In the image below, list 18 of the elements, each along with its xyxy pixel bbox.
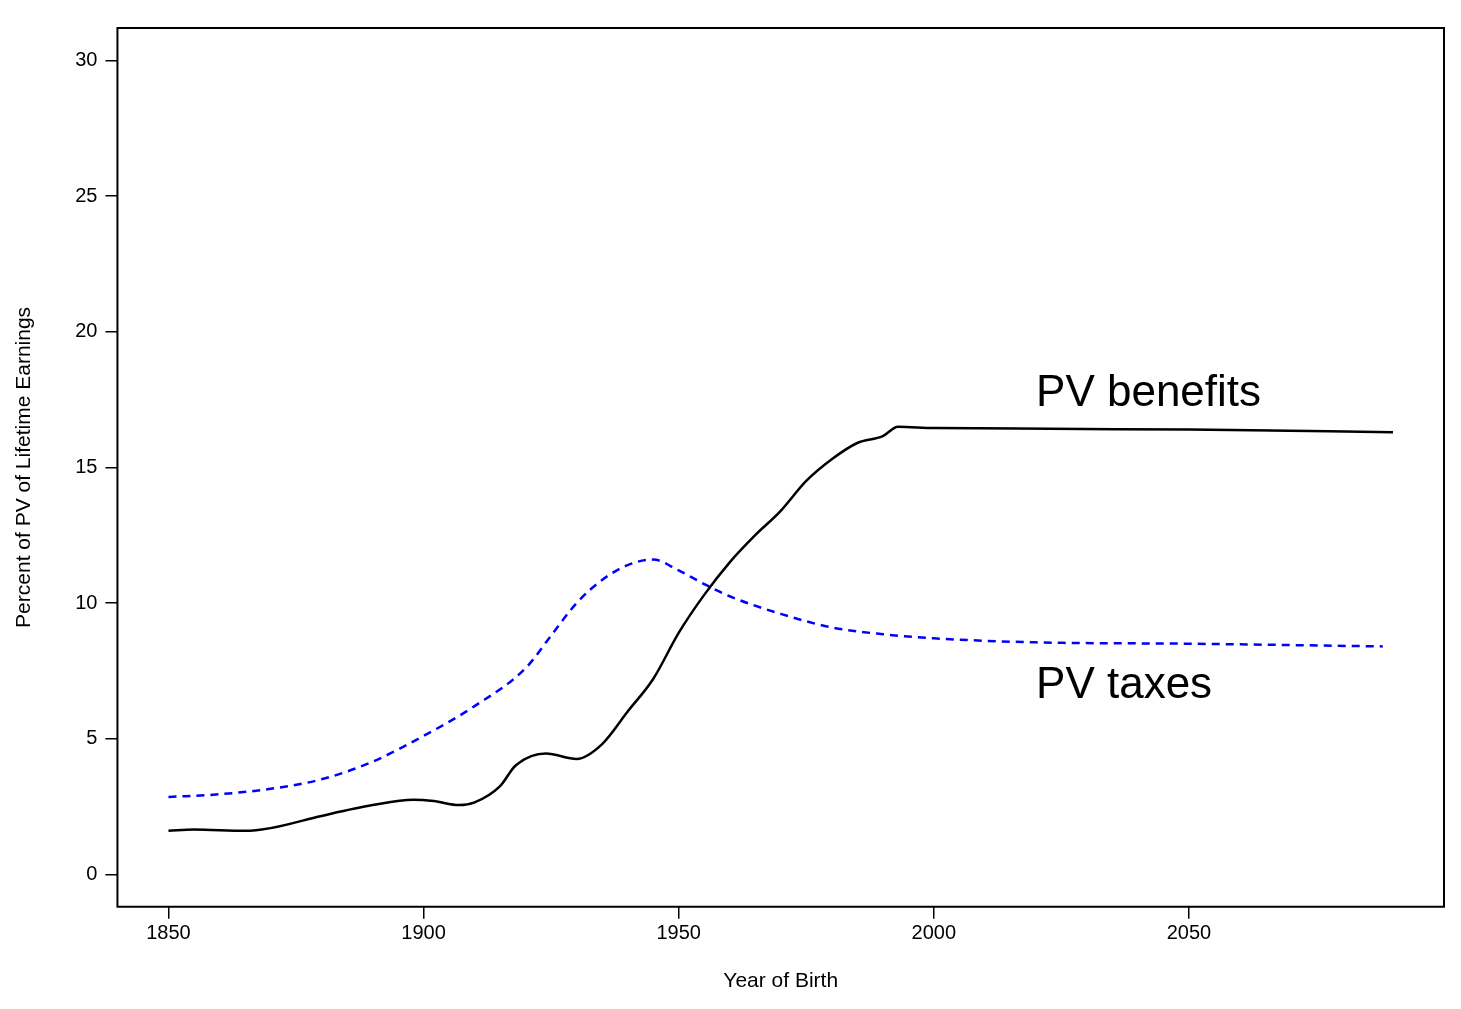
- y-tick-label: 15: [75, 454, 98, 477]
- y-tick-label: 0: [86, 861, 98, 884]
- y-tick-label: 20: [75, 319, 98, 342]
- x-tick-label: 1950: [656, 921, 701, 944]
- y-axis-title: Percent of PV of Lifetime Earnings: [11, 306, 35, 628]
- line-series: [167, 558, 1385, 799]
- x-tick-label: 2000: [911, 921, 957, 944]
- y-tick-label: 25: [75, 183, 98, 206]
- x-tick-label: 1900: [401, 921, 446, 944]
- line-series: [167, 425, 1395, 833]
- series-label: PV taxes: [1036, 658, 1213, 708]
- series-label: PV benefits: [1036, 366, 1262, 416]
- y-tick-label: 10: [75, 590, 98, 613]
- x-tick-label: 1850: [146, 921, 191, 944]
- y-tick-label: 30: [75, 48, 98, 71]
- y-tick-label: 5: [86, 726, 98, 749]
- x-tick-label: 2050: [1166, 921, 1212, 944]
- x-axis-title: Year of Birth: [723, 968, 839, 992]
